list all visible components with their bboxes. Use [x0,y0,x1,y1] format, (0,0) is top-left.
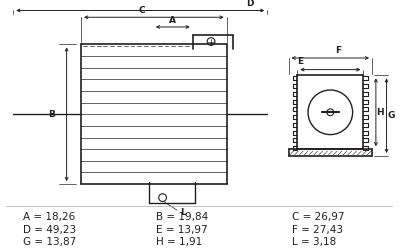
Text: C = 26,97: C = 26,97 [292,212,344,222]
Text: G = 13,87: G = 13,87 [23,237,76,247]
Text: F: F [335,46,341,55]
Text: E: E [297,57,303,66]
Text: D: D [246,0,254,8]
Text: G: G [388,111,395,120]
Text: B: B [49,110,56,119]
Text: L = 3,18: L = 3,18 [292,237,336,247]
Text: C: C [139,6,146,15]
Text: E = 13,97: E = 13,97 [156,225,208,235]
Text: A = 18,26: A = 18,26 [23,212,75,222]
Text: H: H [376,108,384,117]
Text: F = 27,43: F = 27,43 [292,225,342,235]
Text: H = 1,91: H = 1,91 [156,237,202,247]
Text: L: L [180,208,186,217]
Text: D = 49,23: D = 49,23 [23,225,76,235]
Text: A: A [169,16,176,25]
Text: B = 19,84: B = 19,84 [156,212,208,222]
